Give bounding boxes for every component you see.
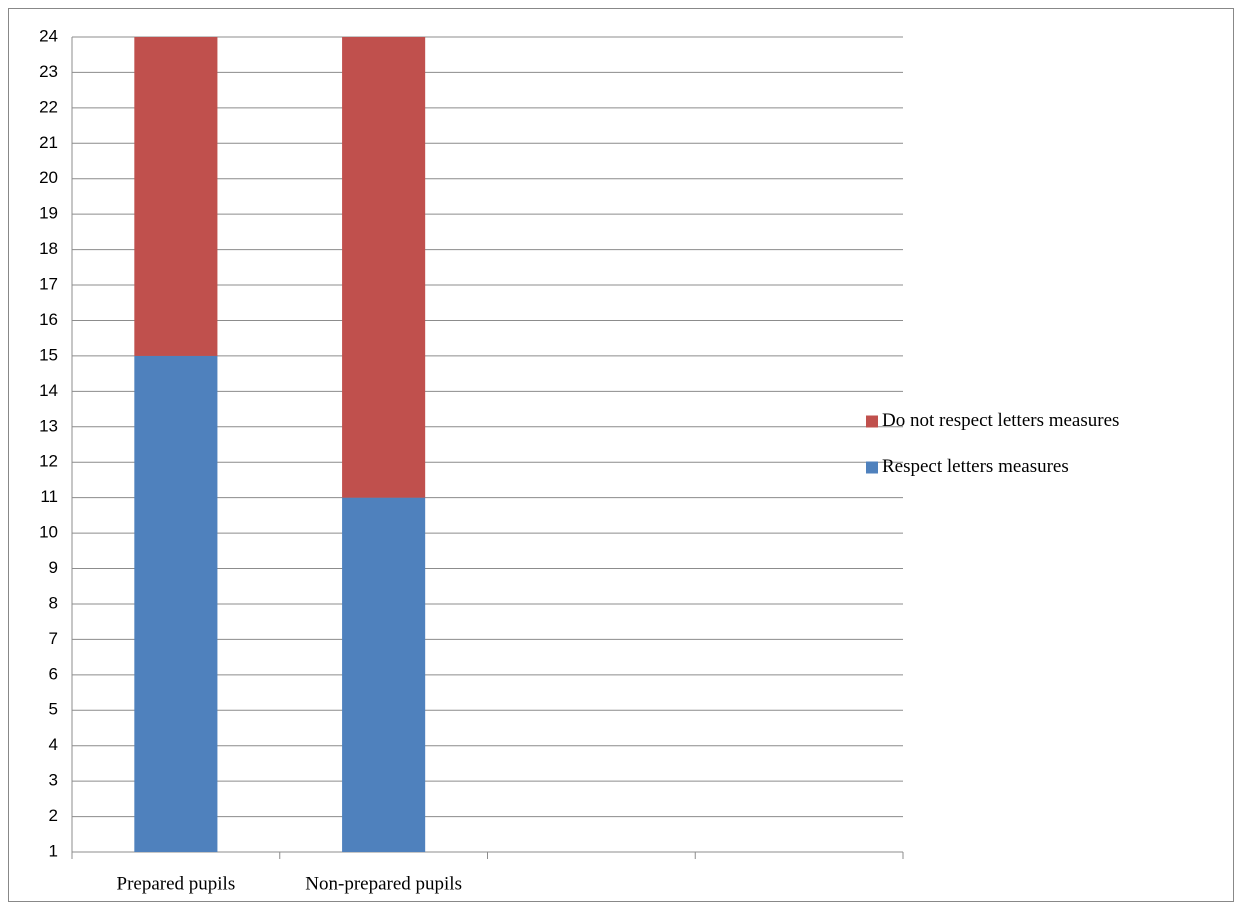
y-tick-label: 17 — [39, 275, 58, 294]
y-tick-label: 14 — [39, 381, 58, 400]
y-tick-label: 15 — [39, 345, 58, 364]
y-tick-label: 20 — [39, 168, 58, 187]
bar-segment — [134, 355, 218, 852]
bar-segment — [134, 37, 218, 356]
legend-swatch — [866, 415, 878, 428]
y-tick-label: 11 — [40, 487, 58, 506]
x-tick-label: Prepared pupils — [117, 873, 236, 894]
y-tick-label: 1 — [49, 841, 58, 860]
y-tick-label: 13 — [39, 416, 58, 435]
y-tick-label: 19 — [39, 204, 58, 223]
bar-segment — [342, 37, 426, 498]
y-tick-label: 16 — [39, 310, 58, 329]
y-tick-label: 10 — [39, 523, 58, 542]
bar-segment — [342, 497, 426, 852]
y-tick-label: 18 — [39, 239, 58, 258]
y-tick-label: 3 — [49, 771, 58, 790]
y-tick-label: 24 — [39, 26, 58, 45]
y-tick-label: 9 — [49, 558, 58, 577]
legend-label: Respect letters measures — [882, 456, 1069, 477]
y-tick-label: 5 — [49, 700, 58, 719]
y-tick-label: 21 — [39, 133, 58, 152]
y-tick-label: 6 — [49, 664, 58, 683]
y-tick-label: 4 — [49, 735, 58, 754]
x-tick-label: Non-prepared pupils — [305, 873, 462, 894]
legend-label: Do not respect letters measures — [882, 410, 1119, 431]
y-tick-label: 23 — [39, 62, 58, 81]
y-tick-label: 22 — [39, 97, 58, 116]
y-tick-label: 7 — [49, 629, 58, 648]
y-tick-label: 8 — [49, 593, 58, 612]
y-tick-label: 12 — [39, 452, 58, 471]
legend-swatch — [866, 461, 878, 474]
y-tick-label: 2 — [49, 806, 58, 825]
